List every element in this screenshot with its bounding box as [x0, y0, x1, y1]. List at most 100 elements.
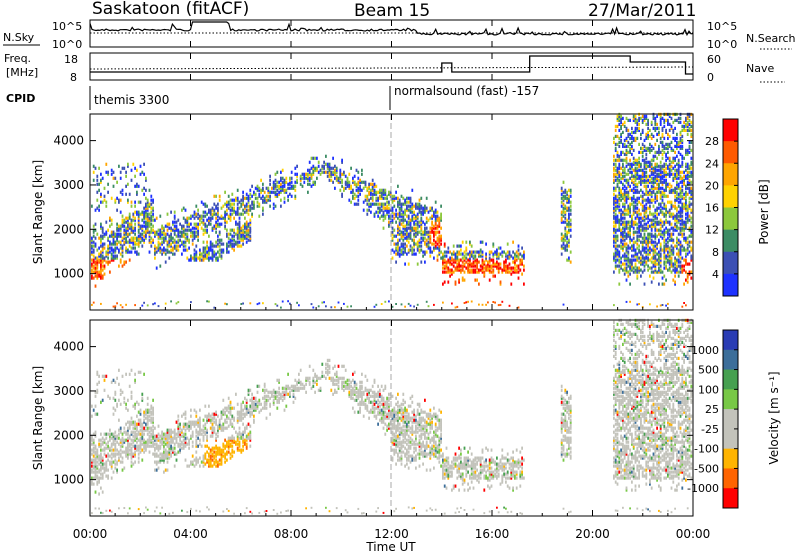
scatter-cell	[141, 305, 143, 307]
scatter-cell	[215, 231, 217, 234]
scatter-cell	[665, 231, 667, 234]
scatter-cell	[689, 263, 691, 266]
scatter-cell	[352, 177, 354, 180]
scatter-cell	[118, 419, 120, 422]
scatter-cell	[665, 305, 667, 307]
scatter-cell	[343, 187, 345, 190]
scatter-cell	[424, 227, 426, 230]
scatter-cell	[363, 201, 365, 204]
scatter-cell	[154, 257, 156, 260]
scatter-cell	[368, 203, 370, 206]
scatter-cell	[320, 169, 322, 172]
scatter-cell	[258, 215, 260, 218]
scatter-cell	[618, 145, 620, 148]
scatter-cell	[433, 304, 435, 306]
scatter-cell	[302, 177, 304, 180]
scatter-cell	[242, 195, 244, 198]
scatter-cell	[408, 209, 410, 212]
scatter-cell	[662, 165, 664, 168]
scatter-cell	[676, 137, 678, 140]
scatter-cell	[667, 303, 669, 305]
scatter-cell	[435, 227, 437, 230]
colorbar-tick: 20	[705, 179, 719, 192]
scatter-cell	[374, 203, 376, 206]
scatter-cell	[690, 203, 692, 206]
scatter-cell	[438, 235, 440, 238]
scatter-cell	[622, 143, 624, 146]
scatter-cell	[98, 237, 100, 240]
scatter-cell	[658, 283, 660, 286]
scatter-cell	[561, 205, 563, 208]
scatter-cell	[93, 171, 95, 174]
scatter-cell	[485, 243, 487, 246]
scatter-cell	[624, 175, 626, 178]
scatter-cell	[159, 435, 161, 438]
scatter-cell	[203, 219, 205, 222]
scatter-cell	[309, 177, 311, 180]
scatter-cell	[399, 227, 401, 230]
scatter-cell	[676, 141, 678, 144]
scatter-cell	[654, 127, 656, 130]
scatter-cell	[399, 239, 401, 242]
scatter-cell	[125, 407, 127, 410]
scatter-cell	[170, 227, 172, 230]
scatter-cell	[345, 187, 347, 190]
scatter-cell	[167, 213, 169, 216]
scatter-cell	[566, 207, 568, 210]
scatter-cell	[230, 203, 232, 206]
scatter-cell	[134, 217, 136, 220]
scatter-cell	[127, 241, 129, 244]
scatter-cell	[123, 439, 125, 442]
scatter-cell	[181, 253, 183, 256]
scatter-cell	[113, 461, 115, 464]
scatter-cell	[163, 445, 165, 448]
scatter-cell	[257, 201, 259, 204]
scatter-cell	[460, 249, 462, 252]
scatter-cell	[467, 301, 469, 303]
scatter-cell	[681, 227, 683, 230]
scatter-cell	[98, 469, 100, 472]
scatter-cell	[662, 199, 664, 202]
scatter-cell	[167, 229, 169, 232]
scatter-cell	[671, 233, 673, 236]
scatter-cell	[120, 449, 122, 452]
scatter-cell	[473, 255, 475, 258]
scatter-cell	[226, 233, 228, 236]
scatter-cell	[665, 243, 667, 246]
scatter-cell	[640, 169, 642, 172]
scatter-cell	[215, 257, 217, 260]
scatter-cell	[627, 169, 629, 172]
colorbar-tick: 28	[705, 135, 719, 148]
scatter-cell	[629, 171, 631, 174]
scatter-cell	[123, 397, 125, 400]
scatter-cell	[624, 121, 626, 124]
scatter-cell	[683, 269, 685, 272]
scatter-cell	[244, 231, 246, 234]
scatter-cell	[516, 269, 518, 272]
scatter-cell	[242, 213, 244, 216]
scatter-cell	[296, 165, 298, 168]
scatter-cell	[636, 211, 638, 214]
scatter-cell	[125, 373, 127, 376]
scatter-cell	[638, 201, 640, 204]
scatter-cell	[617, 259, 619, 262]
scatter-cell	[131, 247, 133, 250]
scatter-cell	[114, 233, 116, 236]
scatter-cell	[131, 205, 133, 208]
scatter-cell	[267, 187, 269, 190]
scatter-cell	[494, 275, 496, 278]
scatter-cell	[640, 275, 642, 278]
scatter-cell	[674, 169, 676, 172]
scatter-cell	[107, 395, 109, 398]
scatter-cell	[433, 231, 435, 234]
scatter-cell	[114, 255, 116, 258]
scatter-cell	[109, 247, 111, 250]
scatter-cell	[689, 235, 691, 238]
scatter-cell	[615, 229, 617, 232]
scatter-cell	[620, 115, 622, 118]
scatter-cell	[689, 127, 691, 130]
scatter-cell	[104, 389, 106, 392]
scatter-cell	[449, 257, 451, 260]
scatter-cell	[206, 251, 208, 254]
scatter-cell	[662, 157, 664, 160]
